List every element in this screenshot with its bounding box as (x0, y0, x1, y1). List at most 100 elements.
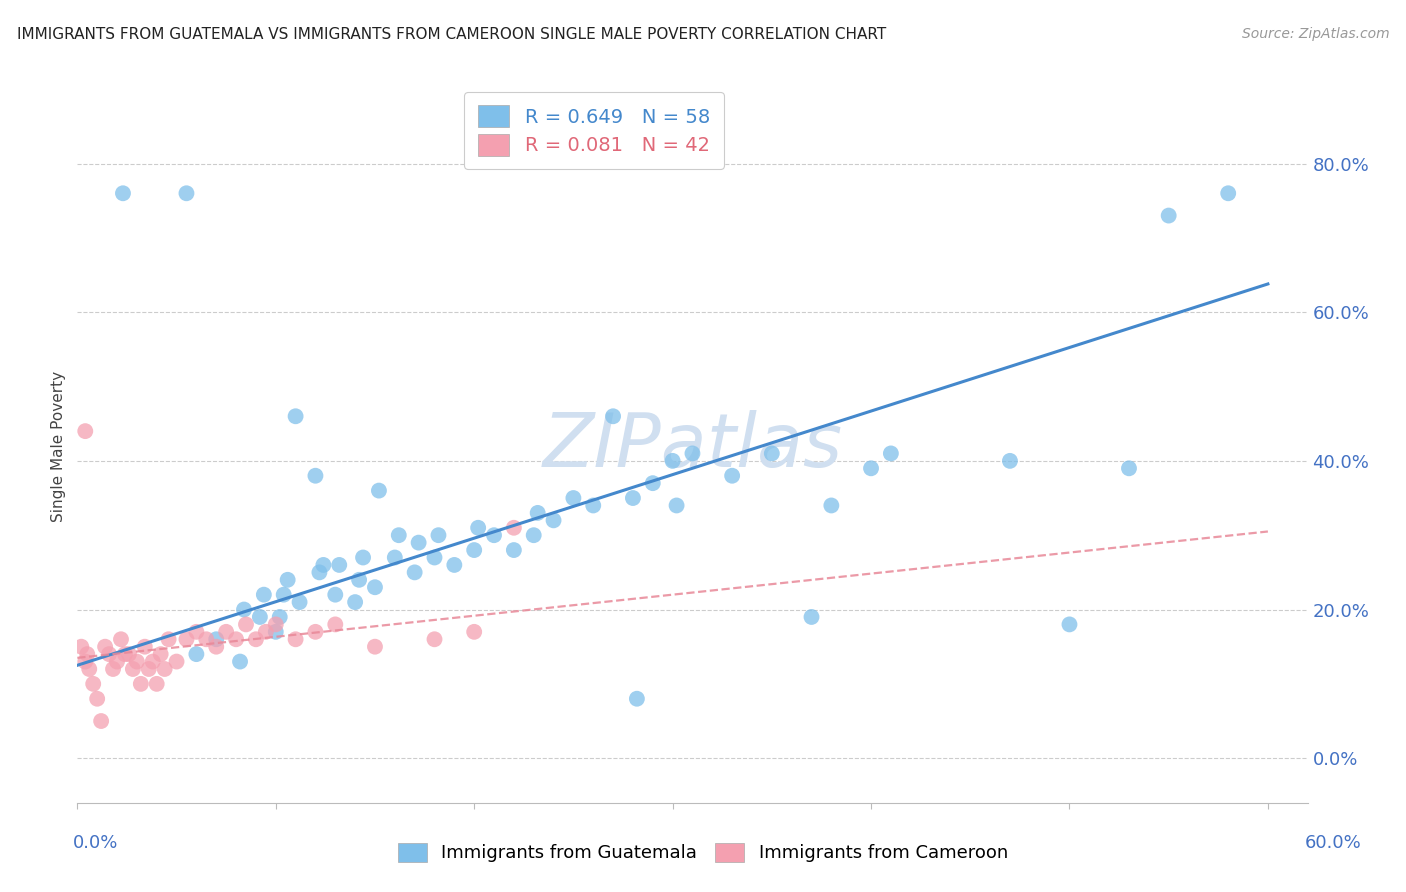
Point (186, 624, 208, 639)
Point (195, 632, 218, 647)
Point (225, 632, 247, 647)
Point (443, 558, 465, 572)
Point (1157, 209, 1180, 223)
Point (502, 521, 524, 535)
Point (682, 446, 704, 460)
Point (423, 550, 446, 565)
Legend: R = 0.649   N = 58, R = 0.081   N = 42: R = 0.649 N = 58, R = 0.081 N = 42 (464, 92, 724, 169)
Point (264, 624, 287, 639)
Point (205, 632, 228, 647)
Point (277, 573, 299, 587)
Point (665, 499, 688, 513)
Point (523, 528, 546, 542)
Point (118, 647, 141, 661)
Point (114, 647, 136, 661)
Point (215, 624, 238, 639)
Point (312, 558, 335, 572)
Point (323, 588, 346, 602)
Point (661, 454, 683, 468)
Point (641, 476, 664, 491)
Point (998, 454, 1021, 468)
Point (264, 617, 287, 632)
Point (482, 528, 505, 542)
Point (1059, 617, 1081, 632)
Point (328, 558, 350, 572)
Point (427, 528, 450, 542)
Point (157, 632, 180, 647)
Point (129, 677, 152, 691)
Point (176, 632, 198, 647)
Point (408, 535, 430, 549)
Point (245, 632, 267, 647)
Point (800, 610, 823, 624)
Point (364, 640, 387, 654)
Point (253, 588, 276, 602)
Point (621, 491, 644, 505)
Point (463, 624, 485, 639)
Point (75, 655, 97, 669)
Point (77, 662, 100, 676)
Point (404, 566, 426, 580)
Text: ZIPatlas: ZIPatlas (543, 410, 842, 482)
Point (364, 580, 387, 594)
Point (543, 513, 565, 527)
Point (820, 499, 842, 513)
Text: IMMIGRANTS FROM GUATEMALA VS IMMIGRANTS FROM CAMEROON SINGLE MALE POVERTY CORREL: IMMIGRANTS FROM GUATEMALA VS IMMIGRANTS … (17, 27, 886, 42)
Point (142, 655, 165, 669)
Point (249, 610, 271, 624)
Point (602, 409, 624, 424)
Point (1218, 186, 1240, 201)
Point (254, 624, 277, 639)
Text: Source: ZipAtlas.com: Source: ZipAtlas.com (1241, 27, 1389, 41)
Point (502, 543, 524, 558)
Point (284, 632, 307, 647)
Point (76, 647, 98, 661)
Legend: Immigrants from Guatemala, Immigrants from Cameroon: Immigrants from Guatemala, Immigrants fr… (391, 836, 1015, 870)
Point (122, 662, 145, 676)
Point (70, 640, 93, 654)
Point (86, 691, 108, 706)
Point (761, 446, 783, 460)
Point (388, 528, 411, 542)
Point (352, 550, 374, 565)
Point (82, 677, 104, 691)
Point (166, 655, 188, 669)
Point (145, 677, 167, 691)
Point (98, 647, 121, 661)
Point (75, 424, 97, 438)
Point (721, 468, 744, 483)
Point (304, 624, 326, 639)
Point (134, 640, 156, 654)
Point (344, 595, 367, 609)
Text: 0.0%: 0.0% (73, 834, 118, 852)
Point (125, 655, 148, 669)
Point (304, 468, 326, 483)
Point (347, 573, 370, 587)
Point (229, 655, 252, 669)
Point (423, 632, 446, 647)
Point (526, 506, 548, 520)
Text: 60.0%: 60.0% (1305, 834, 1361, 852)
Point (94, 640, 117, 654)
Point (284, 409, 307, 424)
Point (384, 550, 406, 565)
Point (626, 691, 648, 706)
Point (368, 483, 391, 498)
Point (562, 491, 585, 505)
Point (233, 602, 256, 616)
Y-axis label: Single Male Poverty: Single Male Poverty (51, 370, 66, 522)
Point (110, 632, 132, 647)
Point (1118, 461, 1140, 475)
Point (90, 714, 112, 728)
Point (323, 617, 346, 632)
Point (273, 588, 295, 602)
Point (269, 610, 291, 624)
Point (467, 521, 489, 535)
Point (138, 662, 160, 676)
Point (186, 647, 208, 661)
Point (111, 186, 134, 201)
Point (582, 499, 605, 513)
Point (153, 662, 176, 676)
Point (463, 543, 485, 558)
Point (288, 595, 311, 609)
